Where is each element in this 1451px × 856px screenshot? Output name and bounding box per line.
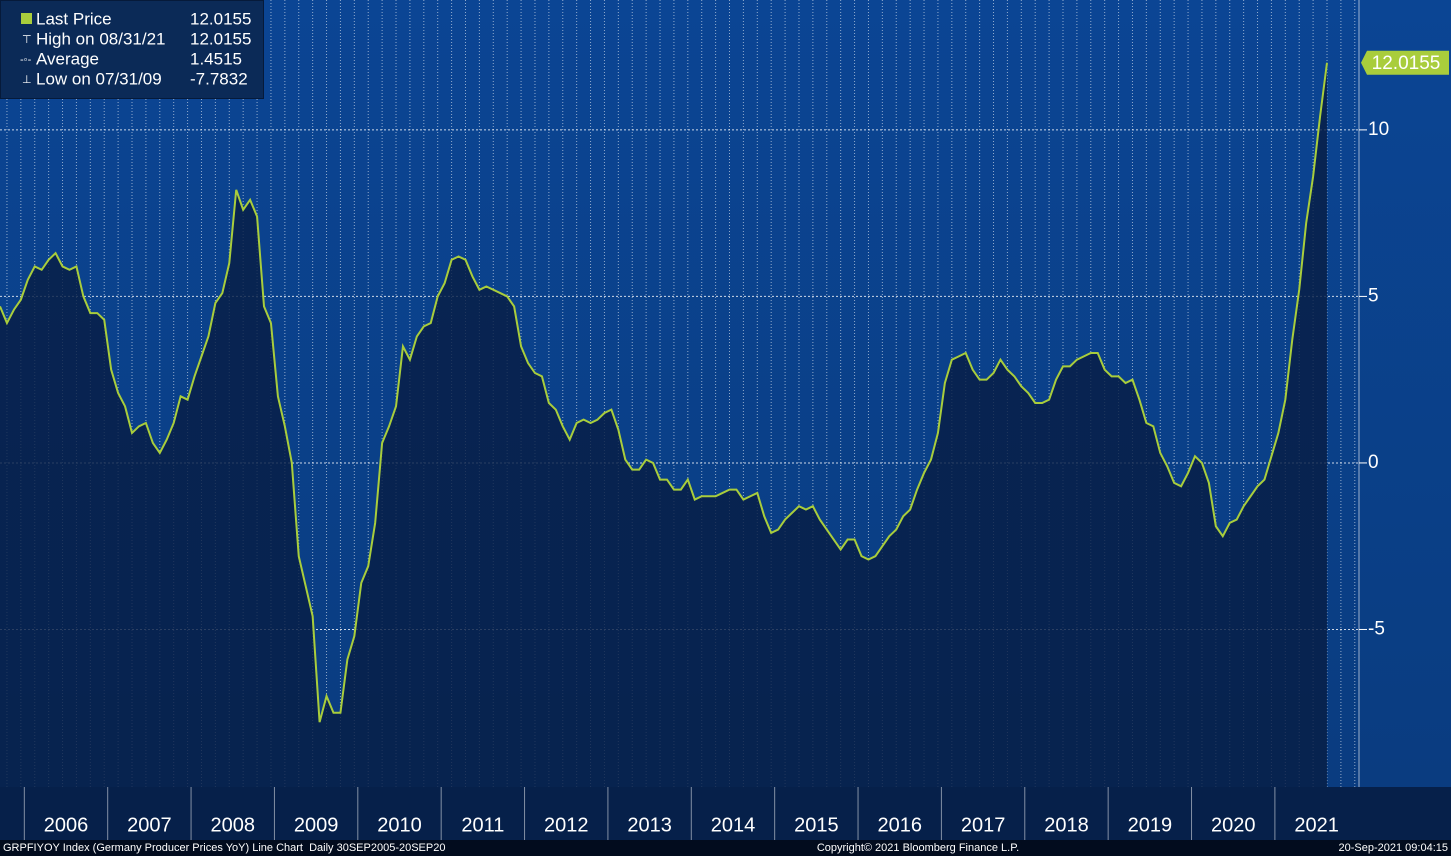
x-tick-label: 2009: [294, 814, 339, 836]
x-tick-label: 2017: [961, 814, 1006, 836]
legend: Last Price 12.0155 ⊤ High on 08/31/21 12…: [0, 0, 264, 99]
area: [0, 62, 1327, 788]
footer-left: GRPFIYOY Index (Germany Producer Prices …: [3, 842, 445, 854]
y-tick-label: 10: [1368, 119, 1389, 140]
x-tick-label: 2011: [461, 814, 504, 836]
footer-center: Copyright© 2021 Bloomberg Finance L.P.: [817, 842, 1019, 854]
x-tick-label: 2014: [711, 814, 756, 836]
x-tick-label: 2015: [794, 814, 839, 836]
x-tick-label: 2007: [127, 814, 172, 836]
last-value-tag: [1361, 50, 1449, 75]
footer-right: 20-Sep-2021 09:04:15: [1339, 842, 1448, 854]
x-tick-label: 2021: [1294, 814, 1339, 836]
legend-icon: -◦-: [20, 54, 32, 66]
legend-value: 1.4515: [190, 49, 242, 68]
x-tick-label: 2006: [44, 814, 89, 836]
axes: -5 0 5 10 12.0155 2006 2007 2008 2009 2010 2011 201…: [23, 0, 1449, 840]
legend-label: Average: [36, 49, 99, 68]
x-axis-band: [0, 787, 1451, 840]
legend-value: 12.0155: [190, 29, 251, 48]
y-tick-label: 5: [1368, 285, 1379, 306]
legend-swatch: [21, 13, 32, 24]
x-tick-label: 2018: [1044, 814, 1089, 836]
y-tick-label: 0: [1368, 452, 1379, 473]
x-tick-label: 2013: [627, 814, 672, 836]
legend-label: High on 08/31/21: [36, 29, 166, 48]
x-tick-label: 2008: [210, 814, 255, 836]
x-tick-label: 2012: [544, 814, 589, 836]
x-tick-label: 2016: [877, 814, 922, 836]
legend-icon: ⊥: [22, 74, 32, 86]
legend-box: [0, 0, 264, 99]
line: [0, 62, 1328, 723]
y-tick-label: -5: [1368, 618, 1385, 639]
plot: [0, 62, 1328, 788]
x-tick-label: 2010: [377, 814, 422, 836]
legend-icon: ⊤: [22, 34, 32, 46]
legend-value: 12.0155: [190, 9, 251, 28]
legend-label: Last Price: [36, 9, 112, 28]
last-value-label: 12.0155: [1372, 53, 1441, 74]
legend-label: Low on 07/31/09: [36, 69, 162, 88]
legend-value: -7.7832: [190, 69, 248, 88]
x-tick-label: 2020: [1211, 814, 1256, 836]
footer-band: [0, 840, 1451, 856]
x-tick-label: 2019: [1128, 814, 1173, 836]
